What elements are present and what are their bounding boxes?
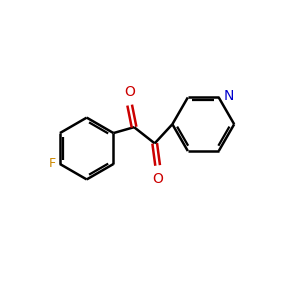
Text: F: F [48,158,56,170]
Text: O: O [124,85,135,99]
Text: O: O [152,172,163,186]
Text: N: N [223,89,233,103]
